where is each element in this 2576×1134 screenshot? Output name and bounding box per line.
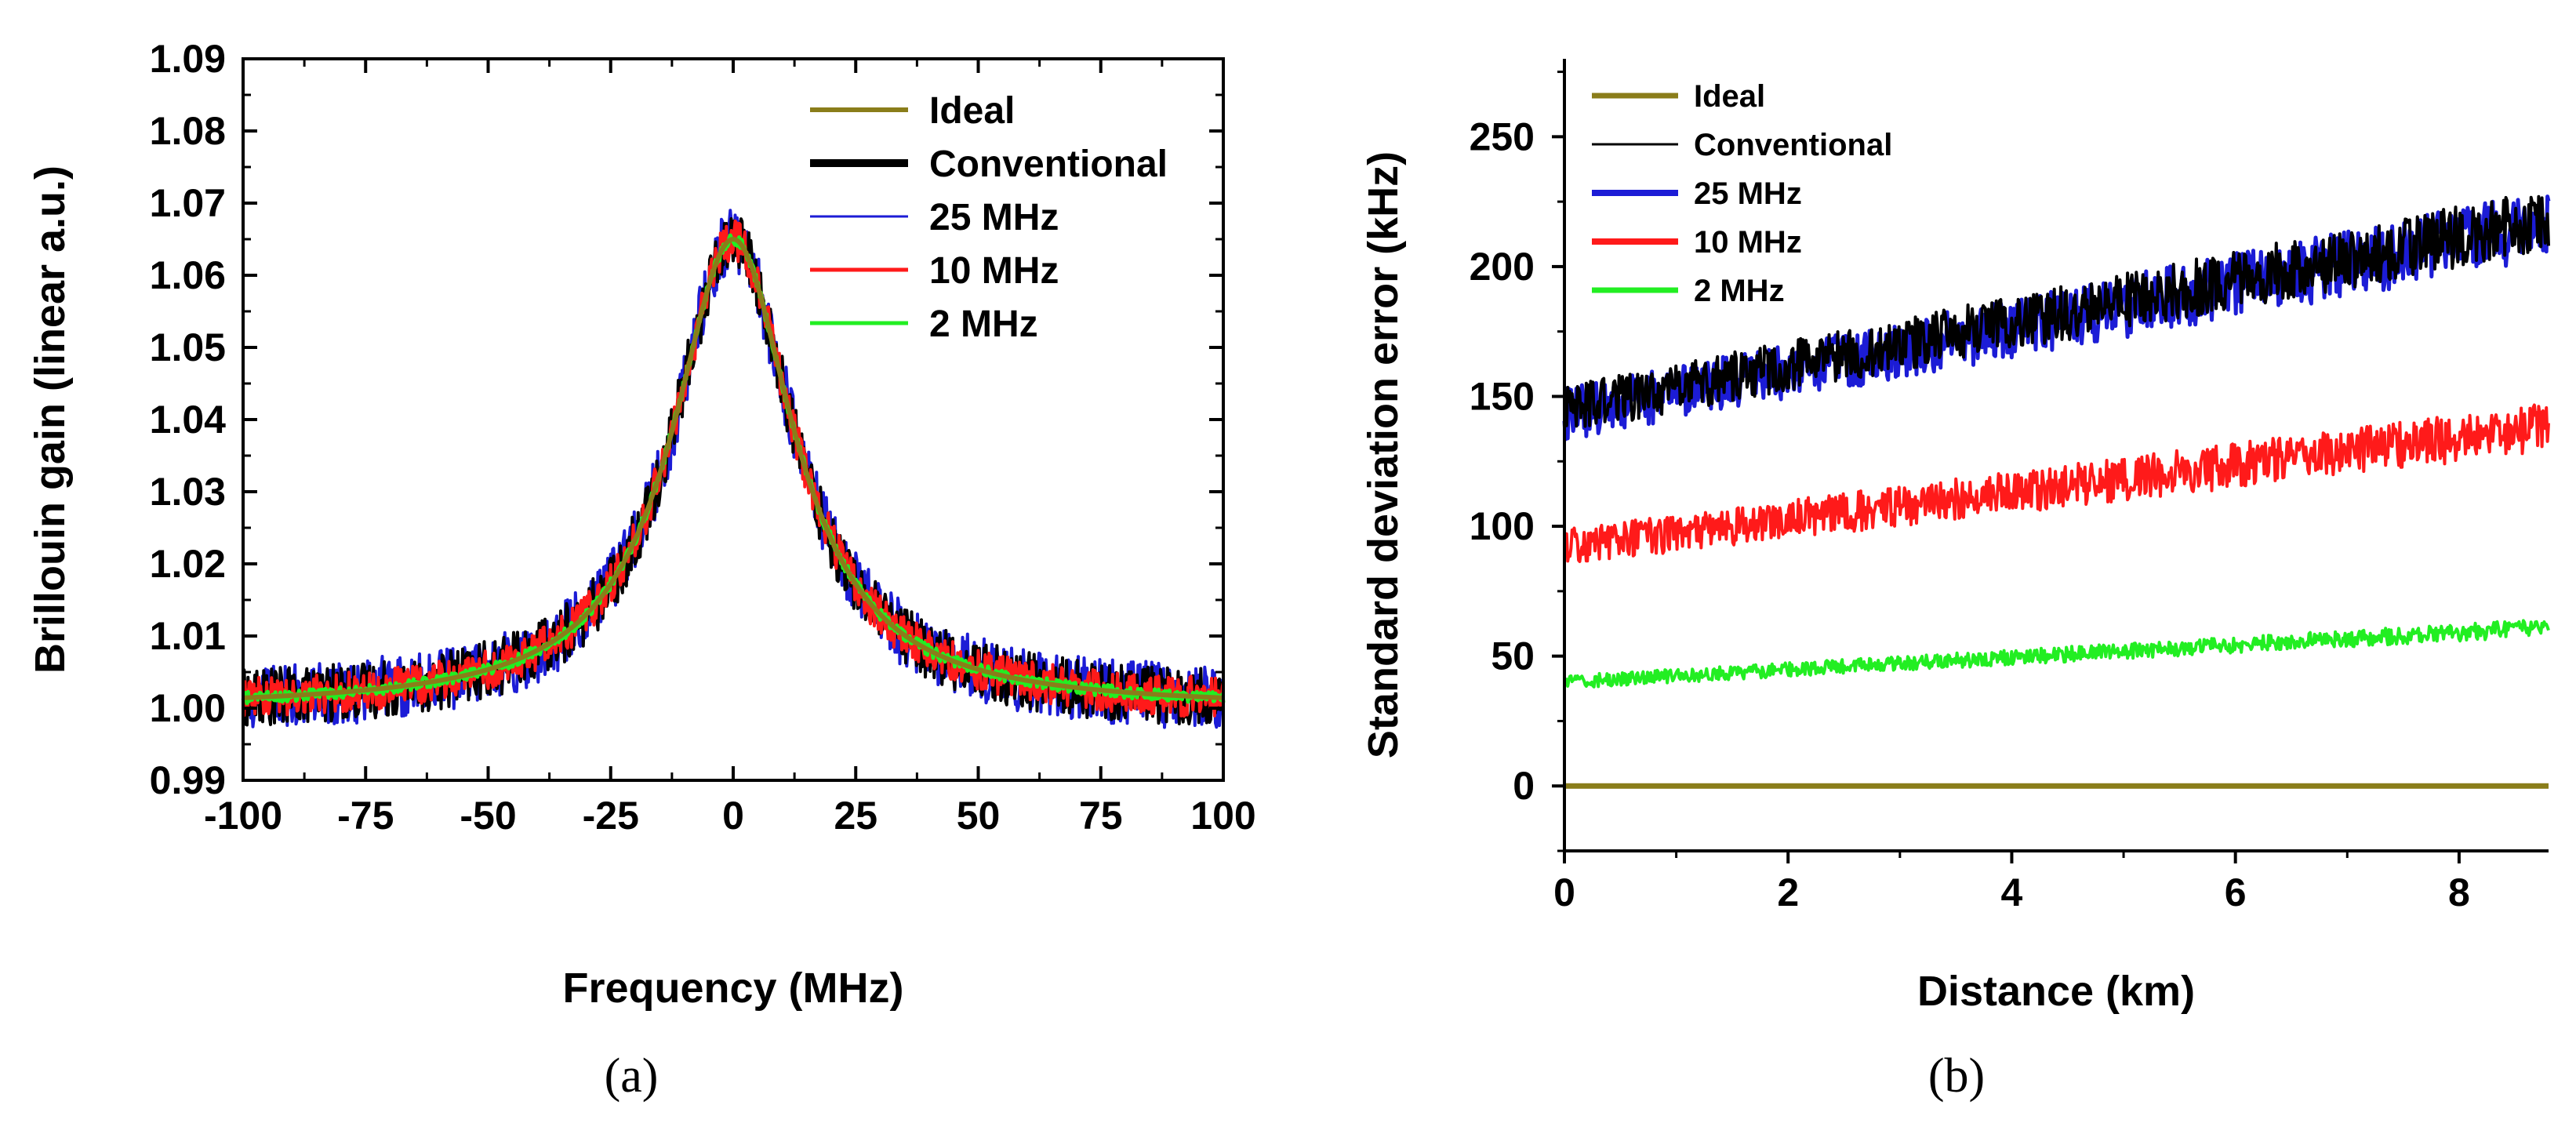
panel-b-series-line-2-mhz [1563,619,2550,689]
panel-a-y-tick-label: 1.02 [150,542,226,586]
panel-a-y-tick-label: 0.99 [150,758,226,802]
panel-a-legend-label: 10 MHz [929,250,1059,292]
panel-b-x-tick-label: 8 [2448,870,2470,914]
panel-b-y-tick-label: 100 [1470,504,1535,548]
panel-a-y-axis-title: Brillouin gain (linear a.u.) [27,165,74,674]
panel-b-x-tick-label: 0 [1553,870,1575,914]
panel-b-data-lines [1562,194,2551,789]
panel-a-x-tick-label: 100 [1190,794,1255,838]
panel-b-y-tick-label: 0 [1513,764,1535,808]
panel-b-x-tick-label: 6 [2225,870,2247,914]
panel-a-y-tick-label: 1.04 [150,398,227,442]
panel-a-legend-label: 25 MHz [929,197,1059,238]
panel-a-y-tick-label: 1.06 [150,253,226,297]
panel-b-x-tick-label: 2 [1777,870,1799,914]
panel-b-x-tick-label: 4 [2001,870,2023,914]
panel-b-legend-label: 10 MHz [1694,225,1802,260]
panel-a-x-tick-label: -100 [204,794,282,838]
panel-b-y-tick-label: 50 [1491,634,1535,678]
panel-a-legend-label: Ideal [929,90,1015,132]
panel-a-y-tick-label: 1.07 [150,181,226,225]
panel-b-series-line-10-mhz [1563,403,2550,563]
panel-a-y-tick-label: 1.08 [150,109,226,153]
panel-a-series-line-2-mhz [241,233,1226,706]
panel-b-legend-label: Conventional [1694,128,1892,162]
panel-a-data-lines [241,209,1226,729]
panel-a-x-tick-label: 50 [957,794,1001,838]
panel-a-series-line-10-mhz [242,219,1225,718]
panel-b-caption: (b) [1928,1049,1985,1103]
panel-a-y-tick-label: 1.09 [150,37,226,81]
panel-a-x-tick-label: 75 [1079,794,1123,838]
panel-a-y-tick-label: 1.01 [150,614,226,658]
panel-a-caption: (a) [605,1049,659,1103]
panel-a-axes: -100 -75 -50 -25 0 25 50 75 100 0.99 1.00 1.01 1.02 1… [150,37,1256,838]
panel-b-series-line-conventional [1563,194,2550,428]
panel-a-series-line-25-mhz [242,209,1225,729]
panel-a-x-tick-label: -25 [583,794,639,838]
panel-a-legend: Ideal Conventional 25 MHz 10 MHz 2 MHz [810,90,1168,345]
panel-a-y-tick-label: 1.03 [150,470,226,514]
panel-a-x-tick-label: -50 [460,794,516,838]
panel-b-axes: 0 2 4 6 8 0 50 100 150 200 250 [1470,59,2549,914]
panel-a-x-axis-title: Frequency (MHz) [562,965,903,1012]
panel-a-series-line-conventional [242,217,1225,727]
panel-a-x-tick-label: -75 [337,794,394,838]
panel-a-y-tick-label: 1.00 [150,686,226,730]
panel-a-series-line-ideal [242,237,1225,700]
panel-b-y-tick-label: 150 [1470,374,1535,418]
panel-b-legend-label: 2 MHz [1694,274,1785,308]
panel-a-y-tick-label: 1.05 [150,325,226,369]
panel-a-chart: -100 -75 -50 -25 0 25 50 75 100 0.99 1.00 1.01 1.02 1… [27,37,1256,1103]
panel-a-legend-label: 2 MHz [929,303,1038,345]
panel-a-x-tick-label: 0 [722,794,744,838]
panel-b-x-axis-title: Distance (km) [1917,968,2195,1015]
panel-b-legend-label: 25 MHz [1694,176,1802,211]
panel-b-y-axis-title: Standard deviation error (kHz) [1360,151,1407,758]
panel-b-y-tick-label: 250 [1470,114,1535,158]
panel-b-legend-label: Ideal [1694,79,1765,114]
panel-b-legend: Ideal Conventional 25 MHz 10 MHz 2 MHz [1592,79,1892,308]
panel-a-legend-label: Conventional [929,144,1168,185]
panel-b-y-tick-label: 200 [1470,245,1535,289]
panel-b-chart: 0 2 4 6 8 0 50 100 150 200 250 Distance (km) Stand… [1360,59,2551,1103]
panel-a-x-tick-label: 25 [834,794,877,838]
